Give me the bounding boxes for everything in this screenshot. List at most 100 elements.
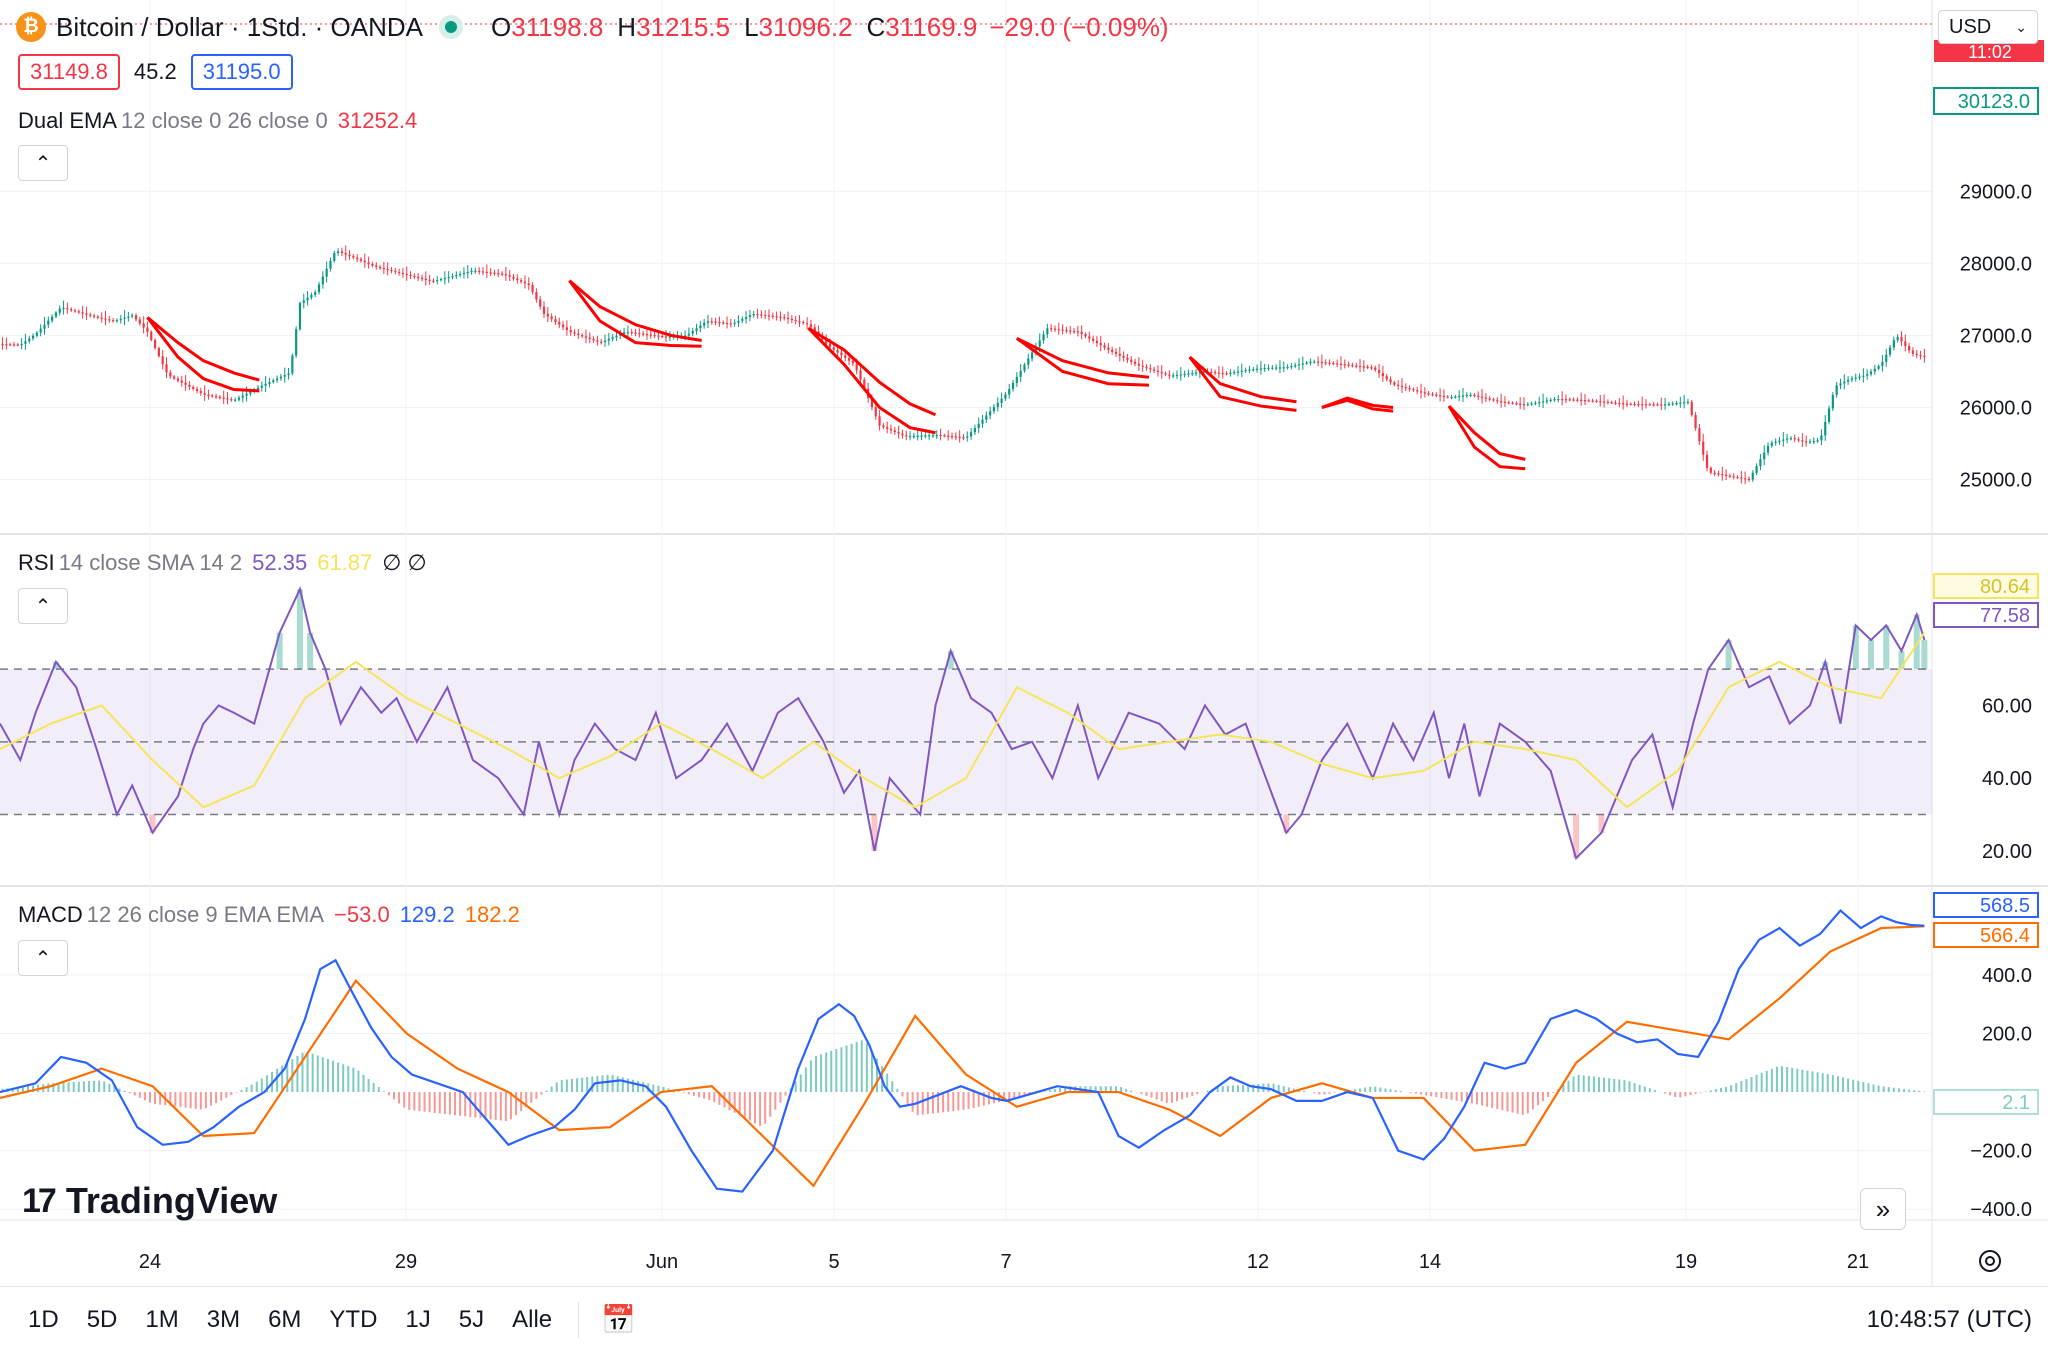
candle-body (1400, 385, 1404, 388)
candle-body (28, 338, 31, 342)
candle-body (1705, 454, 1709, 468)
candle-body (1255, 368, 1259, 371)
candle-body (1290, 365, 1293, 368)
ema-legend[interactable]: Dual EMA 12 close 0 26 close 0 31252.4 (18, 108, 417, 134)
candle-body (1900, 336, 1903, 342)
rsi-legend[interactable]: RSI 14 close SMA 14 2 52.35 61.87 ∅ ∅ (18, 550, 427, 576)
candle-body (1202, 371, 1205, 373)
candle-body (924, 435, 927, 437)
candle-body (1477, 395, 1480, 397)
range-ytd[interactable]: YTD (329, 1305, 378, 1333)
candle-body (439, 279, 443, 281)
candle-body (150, 331, 153, 340)
candle-body (1172, 375, 1175, 377)
candle-body (1850, 378, 1854, 380)
candle-body (1076, 331, 1079, 333)
macd-legend[interactable]: MACD 12 26 close 9 EMA EMA −53.0 129.2 182.2 (18, 902, 520, 928)
currency-select[interactable]: USD ⌄ (1938, 10, 2038, 44)
candle-body (1454, 396, 1457, 398)
candle-body (264, 383, 267, 386)
candle-body (611, 337, 614, 339)
candle-body (832, 347, 835, 350)
candle-body (142, 323, 145, 328)
candle-body (520, 280, 523, 282)
candle-body (1416, 390, 1419, 392)
candle-body (1065, 330, 1068, 332)
candle-body (973, 427, 976, 433)
candle-body (310, 294, 313, 298)
candle-body (1229, 372, 1232, 374)
candle-body (851, 360, 854, 364)
candle-body (943, 435, 946, 437)
rsi-value: 52.35 (252, 550, 308, 575)
candle-body (1263, 368, 1266, 370)
candle-body (1816, 440, 1819, 442)
candle-body (1271, 367, 1274, 369)
range-1y[interactable]: 1J (405, 1305, 431, 1333)
candle-body (1724, 474, 1728, 477)
settings-gear-icon-center (1985, 1256, 1995, 1266)
candle-body (1145, 366, 1148, 369)
candle-body (600, 341, 603, 343)
candle-body (535, 292, 538, 300)
symbol-title[interactable]: Bitcoin / Dollar · 1Std. · OANDA (56, 11, 423, 42)
candle-body (195, 388, 199, 392)
candle-body (1568, 399, 1571, 401)
candle-body (1217, 372, 1221, 374)
candle-body (1149, 368, 1152, 370)
candle-body (184, 382, 187, 385)
candle-body (234, 399, 237, 401)
candle-body (1370, 367, 1373, 369)
candle-body (1602, 401, 1606, 403)
candle-body (512, 276, 515, 279)
candle-body (1854, 377, 1857, 379)
candle-body (1328, 362, 1331, 364)
range-3m[interactable]: 3M (206, 1305, 241, 1333)
candle-body (840, 352, 843, 356)
candle-body (1248, 369, 1251, 371)
candle-body (192, 386, 195, 389)
utc-clock[interactable]: 10:48:57 (UTC) (1866, 1306, 2032, 1333)
candle-body (1240, 370, 1243, 372)
candle-body (542, 306, 546, 314)
candle-body (1004, 394, 1007, 399)
candle-body (287, 373, 290, 376)
range-all[interactable]: Alle (512, 1305, 553, 1333)
buy-button[interactable]: 31195.0 (190, 54, 293, 90)
candle-body (291, 355, 294, 374)
range-1m[interactable]: 1M (145, 1305, 179, 1333)
candle-body (5, 344, 8, 346)
range-5d[interactable]: 5D (86, 1305, 118, 1333)
tradingview-logo[interactable]: 17 TradingView (22, 1180, 277, 1222)
range-1d[interactable]: 1D (28, 1305, 59, 1333)
candle-body (371, 263, 374, 266)
candle-body (1133, 361, 1137, 364)
calendar-goto-icon[interactable]: 📅 (601, 1304, 637, 1335)
scroll-to-realtime-button[interactable]: » (1860, 1188, 1906, 1230)
time-axis-label: Jun (646, 1251, 678, 1273)
candle-body (1412, 389, 1415, 391)
candle-body (1244, 370, 1247, 372)
macd-params: 12 26 close 9 EMA EMA (86, 902, 325, 927)
candle-body (1366, 366, 1369, 369)
collapse-ema-button[interactable]: ⌃ (18, 145, 68, 181)
candle-body (882, 425, 885, 428)
ema-slow-line (146, 316, 260, 382)
candle-body (161, 356, 164, 365)
candle-body (58, 308, 61, 313)
collapse-macd-button[interactable]: ⌃ (18, 940, 68, 976)
candle-body (1652, 404, 1655, 406)
collapse-rsi-button[interactable]: ⌃ (18, 588, 68, 624)
range-5y[interactable]: 5J (458, 1305, 485, 1333)
candle-body (1374, 367, 1377, 370)
sell-button[interactable]: 31149.8 (18, 54, 120, 90)
candle-body (1766, 445, 1770, 453)
candle-body (596, 340, 599, 342)
macd-axis-label: −200.0 (1970, 1141, 2032, 1163)
candle-body (1732, 476, 1735, 478)
candle-body (1736, 476, 1739, 479)
candle-body (1252, 369, 1255, 371)
range-6m[interactable]: 6M (268, 1305, 302, 1333)
chevron-up-icon: ⌃ (34, 595, 52, 618)
